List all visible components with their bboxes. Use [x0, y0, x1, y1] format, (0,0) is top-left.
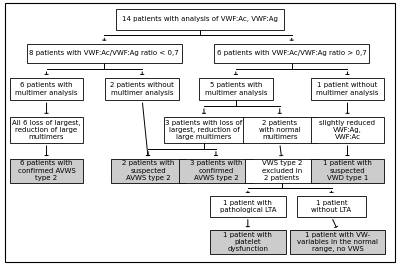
- Text: 3 patients with loss of
largest, reduction of
large multimers: 3 patients with loss of largest, reducti…: [165, 120, 243, 140]
- FancyBboxPatch shape: [199, 78, 273, 100]
- Text: 1 patient with
pathological LTA: 1 patient with pathological LTA: [220, 200, 276, 213]
- Text: 1 patient with
platelet
dysfunction: 1 patient with platelet dysfunction: [223, 232, 272, 252]
- Text: 1 patient with VW-
variables in the normal
range, no VWS: 1 patient with VW- variables in the norm…: [297, 232, 378, 252]
- Text: 2 patients
with normal
multimers: 2 patients with normal multimers: [259, 120, 300, 140]
- Text: VWS type 2
excluded in
2 patients: VWS type 2 excluded in 2 patients: [262, 161, 302, 181]
- FancyBboxPatch shape: [27, 43, 182, 63]
- FancyBboxPatch shape: [116, 8, 284, 30]
- Text: 2 patients with
suspected
AVWS type 2: 2 patients with suspected AVWS type 2: [122, 161, 174, 181]
- FancyBboxPatch shape: [311, 117, 384, 143]
- Text: 1 patient without
multimer analysis: 1 patient without multimer analysis: [316, 82, 379, 96]
- Text: 1 patient with
suspected
VWD type 1: 1 patient with suspected VWD type 1: [323, 161, 372, 181]
- FancyBboxPatch shape: [164, 117, 244, 143]
- FancyBboxPatch shape: [311, 159, 384, 183]
- Text: 6 patients with
confirmed AVWS
type 2: 6 patients with confirmed AVWS type 2: [18, 161, 76, 181]
- FancyBboxPatch shape: [297, 196, 366, 217]
- Text: slightly reduced
VWF:Ag,
VWF:Ac: slightly reduced VWF:Ag, VWF:Ac: [320, 120, 376, 140]
- FancyBboxPatch shape: [179, 159, 253, 183]
- FancyBboxPatch shape: [10, 78, 84, 100]
- Text: 6 patients with VWF:Ac/VWF:Ag ratio > 0,7: 6 patients with VWF:Ac/VWF:Ag ratio > 0,…: [217, 50, 366, 56]
- FancyBboxPatch shape: [10, 117, 84, 143]
- FancyBboxPatch shape: [214, 43, 370, 63]
- FancyBboxPatch shape: [111, 159, 185, 183]
- FancyBboxPatch shape: [105, 78, 179, 100]
- FancyBboxPatch shape: [210, 230, 286, 254]
- Text: 14 patients with analysis of VWF:Ac, VWF:Ag: 14 patients with analysis of VWF:Ac, VWF…: [122, 16, 278, 22]
- FancyBboxPatch shape: [311, 78, 384, 100]
- Text: 6 patients with
multimer analysis: 6 patients with multimer analysis: [15, 82, 78, 96]
- FancyBboxPatch shape: [210, 196, 286, 217]
- Text: 3 patients with
confirmed
AVWS type 2: 3 patients with confirmed AVWS type 2: [190, 161, 242, 181]
- FancyBboxPatch shape: [245, 159, 318, 183]
- FancyBboxPatch shape: [10, 159, 84, 183]
- Text: 8 patients with VWF:Ac/VWF:Ag ratio < 0,7: 8 patients with VWF:Ac/VWF:Ag ratio < 0,…: [30, 50, 179, 56]
- FancyBboxPatch shape: [243, 117, 316, 143]
- Text: 5 patients with
multimer analysis: 5 patients with multimer analysis: [205, 82, 267, 96]
- Text: 2 patients without
multimer analysis: 2 patients without multimer analysis: [110, 82, 174, 96]
- FancyBboxPatch shape: [290, 230, 385, 254]
- Text: All 6 loss of largest,
reduction of large
multimers: All 6 loss of largest, reduction of larg…: [12, 120, 81, 140]
- Text: 1 patient
without LTA: 1 patient without LTA: [312, 200, 352, 213]
